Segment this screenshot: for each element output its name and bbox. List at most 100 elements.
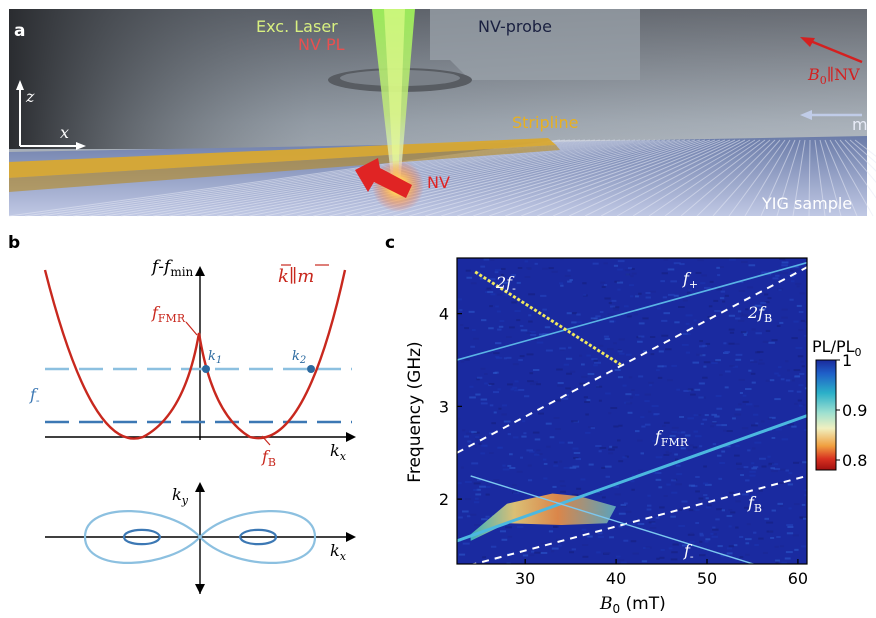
noise-pixel [558,460,563,463]
noise-pixel [607,313,615,316]
noise-pixel [613,425,619,428]
noise-pixel [732,417,736,420]
noise-pixel [523,395,530,398]
noise-pixel [500,273,504,276]
noise-pixel [644,423,651,426]
noise-pixel [596,490,601,493]
noise-pixel [457,482,462,485]
fb-label: fB [261,447,276,469]
noise-pixel [792,265,799,268]
noise-pixel [582,555,589,558]
noise-pixel [674,453,678,456]
noise-pixel [467,440,472,443]
noise-pixel [656,369,660,372]
noise-pixel [779,505,784,508]
noise-pixel [711,421,718,424]
noise-pixel [521,435,527,438]
noise-pixel [693,319,697,322]
x-axis-label: B0 (mT) [599,594,666,616]
label-ffmr: fFMR [654,427,689,449]
noise-pixel [550,326,555,329]
noise-pixel [719,297,725,300]
noise-pixel [631,488,635,491]
noise-pixel [758,359,763,362]
noise-pixel [533,310,541,313]
noise-pixel [528,314,532,317]
noise-pixel [528,554,535,557]
noise-pixel [758,457,766,460]
noise-pixel [530,334,537,337]
inner-contour-left [122,528,162,546]
noise-pixel [488,382,495,385]
noise-pixel [493,411,497,414]
noise-pixel [716,424,722,427]
noise-pixel [694,388,701,391]
b0-arrow-icon [807,38,863,64]
noise-pixel [660,549,665,552]
noise-pixel [510,388,514,391]
noise-pixel [677,305,685,308]
b0-arrowhead [800,37,815,47]
noise-pixel [494,371,499,374]
noise-pixel [705,497,709,500]
noise-pixel [597,493,602,496]
noise-pixel [767,297,772,300]
noise-pixel [768,462,775,465]
noise-pixel [471,462,479,465]
noise-pixel [497,388,501,391]
noise-pixel [767,455,771,458]
noise-pixel [660,280,665,283]
noise-pixel [702,482,709,485]
noise-pixel [532,368,540,371]
noise-pixel [761,465,767,468]
noise-pixel [465,269,471,272]
noise-pixel [676,473,683,476]
noise-pixel [788,472,793,475]
noise-pixel [563,466,570,469]
noise-pixel [489,404,494,407]
noise-pixel [656,557,660,560]
noise-pixel [687,388,694,391]
noise-pixel [749,474,756,477]
noise-pixel [629,523,636,526]
noise-pixel [516,526,524,529]
f-arrowhead [195,266,205,276]
noise-pixel [543,477,548,480]
noise-pixel [629,396,634,399]
noise-pixel [726,514,733,517]
noise-pixel [605,475,610,478]
yig-line [696,139,776,217]
noise-pixel [604,465,612,468]
noise-pixel [688,484,695,487]
noise-pixel [714,360,721,363]
noise-pixel [645,296,651,299]
noise-pixel [670,515,676,518]
noise-pixel [799,516,804,519]
noise-pixel [748,264,756,267]
label-fplus: f+ [682,269,698,291]
noise-pixel [717,545,723,548]
noise-pixel [699,354,706,357]
noise-pixel [715,359,721,362]
noise-pixel [729,331,735,334]
outer-contour-right [198,510,317,564]
noise-pixel [593,364,598,367]
noise-pixel [751,462,755,465]
noise-pixel [676,388,681,391]
noise-pixel [799,461,804,464]
noise-pixel [666,483,671,486]
x-arrowhead [76,142,86,150]
noise-pixel [625,510,632,513]
noise-pixel [473,337,479,340]
noise-pixel [775,428,782,431]
fb-pointer [261,435,271,446]
noise-pixel [800,319,805,322]
noise-pixel [777,374,781,377]
noise-pixel [529,372,534,375]
noise-pixel [704,540,709,543]
noise-pixel [671,426,679,429]
noise-pixel [473,501,480,504]
noise-pixel [626,315,632,318]
noise-pixel [659,506,665,509]
noise-pixel [642,317,649,320]
